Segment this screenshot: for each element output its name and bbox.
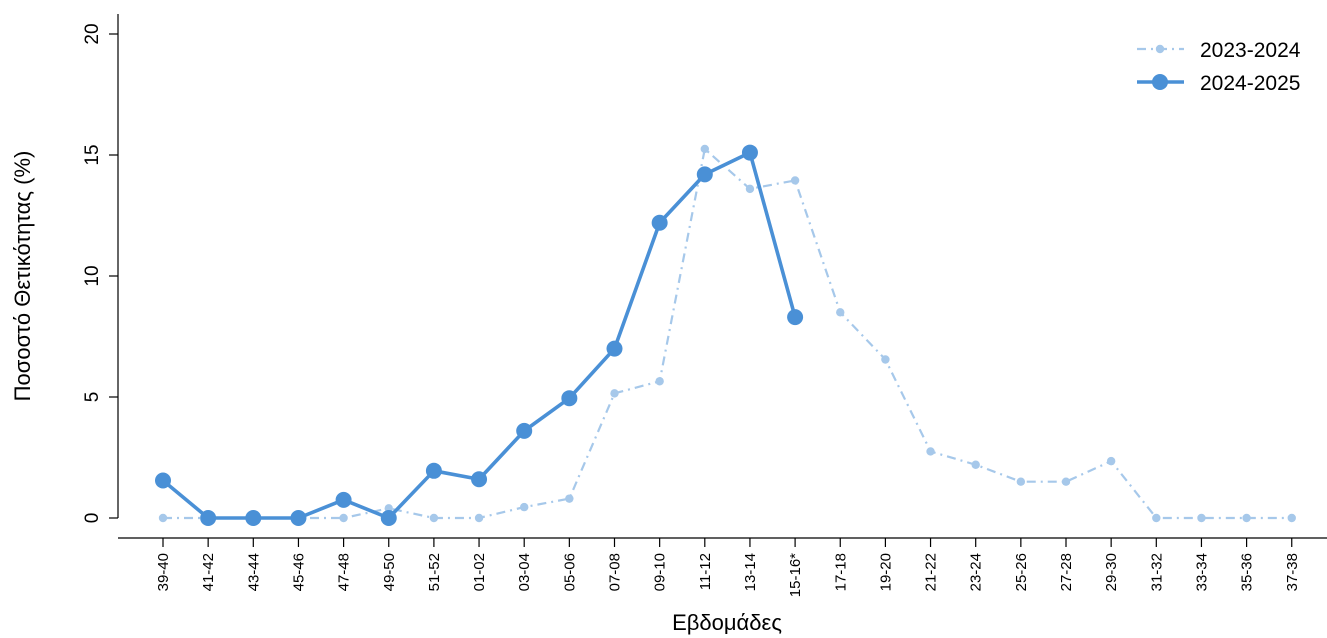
x-axis-title: Εβδομάδες bbox=[672, 610, 782, 635]
legend-marker bbox=[1155, 44, 1165, 54]
x-tick-label: 01-02 bbox=[471, 553, 488, 591]
y-tick-label: 15 bbox=[82, 144, 103, 165]
data-point bbox=[474, 513, 484, 523]
data-point bbox=[651, 214, 668, 231]
data-point bbox=[290, 510, 307, 526]
data-point bbox=[836, 308, 845, 317]
data-point bbox=[516, 422, 533, 439]
x-tick-label: 45-46 bbox=[290, 553, 307, 591]
x-tick-label: 13-14 bbox=[742, 553, 759, 591]
x-tick-label: 03-04 bbox=[516, 553, 533, 591]
x-tick-label: 43-44 bbox=[245, 553, 262, 591]
legend-marker bbox=[1152, 74, 1168, 90]
data-point bbox=[245, 510, 262, 526]
x-tick-label: 33-34 bbox=[1193, 553, 1210, 591]
x-tick-label: 25-26 bbox=[1013, 553, 1030, 591]
x-tick-label: 19-20 bbox=[877, 553, 894, 591]
series-layer bbox=[155, 144, 1296, 526]
x-tick-label: 41-42 bbox=[200, 553, 217, 591]
series-line bbox=[161, 150, 797, 520]
data-point bbox=[1106, 456, 1116, 466]
legend-item: 2023-2024 bbox=[1137, 39, 1301, 62]
data-point bbox=[565, 494, 574, 503]
y-axis: 0 5 10 15 20 bbox=[82, 14, 119, 524]
x-tick-label: 51-52 bbox=[426, 553, 443, 591]
data-point bbox=[926, 447, 935, 456]
data-point bbox=[745, 184, 755, 194]
x-tick-label: 09-10 bbox=[652, 553, 669, 591]
data-point bbox=[787, 309, 804, 326]
data-point bbox=[610, 389, 619, 398]
x-tick-label: 47-48 bbox=[336, 553, 353, 591]
data-point bbox=[1016, 477, 1026, 486]
x-tick-label: 31-32 bbox=[1148, 553, 1165, 591]
data-point bbox=[561, 390, 578, 407]
data-point bbox=[1287, 513, 1296, 523]
data-point bbox=[155, 472, 171, 489]
data-point bbox=[606, 340, 623, 357]
x-tick-label: 15-16* bbox=[787, 553, 804, 597]
series-2023-2024 bbox=[158, 144, 1296, 523]
x-tick-label: 11-12 bbox=[697, 553, 714, 590]
data-point bbox=[200, 510, 217, 526]
x-tick-label: 35-36 bbox=[1239, 553, 1256, 591]
data-point bbox=[790, 176, 800, 185]
legend-label: 2024-2025 bbox=[1200, 72, 1300, 95]
x-tick-label: 37-38 bbox=[1284, 553, 1301, 591]
legend-label: 2023-2024 bbox=[1200, 39, 1301, 62]
data-point bbox=[1197, 513, 1206, 523]
x-axis: 39-40 41-42 43-44 45-46 47-48 49-50 51-52 01-02… bbox=[118, 537, 1327, 597]
x-tick-label: 17-18 bbox=[832, 553, 849, 591]
x-tick-label: 39-40 bbox=[155, 553, 172, 591]
series-2024-2025 bbox=[155, 144, 804, 526]
data-point bbox=[425, 462, 442, 479]
x-tick-label: 07-08 bbox=[607, 553, 624, 591]
x-tick-label: 21-22 bbox=[923, 553, 940, 591]
y-tick-label: 10 bbox=[82, 265, 103, 286]
y-tick-label: 5 bbox=[82, 392, 103, 403]
data-point bbox=[471, 471, 488, 488]
x-tick-label: 05-06 bbox=[561, 553, 578, 591]
y-tick-label: 20 bbox=[82, 23, 103, 44]
data-point bbox=[380, 510, 397, 526]
data-point bbox=[700, 144, 709, 154]
y-axis-title: Ποσοστό Θετικότητας (%) bbox=[10, 151, 35, 402]
x-tick-label: 27-28 bbox=[1058, 553, 1075, 591]
data-point bbox=[881, 355, 890, 364]
x-tick-label: 29-30 bbox=[1103, 553, 1120, 591]
data-point bbox=[158, 513, 168, 523]
legend: 2023-2024 2024-2025 bbox=[1137, 39, 1301, 95]
data-point bbox=[339, 513, 348, 523]
y-tick-label: 0 bbox=[82, 513, 103, 524]
data-point bbox=[520, 502, 529, 512]
data-point bbox=[1061, 477, 1071, 486]
data-point bbox=[696, 166, 713, 183]
data-point bbox=[655, 377, 664, 386]
series-line bbox=[163, 147, 1292, 520]
data-point bbox=[1152, 513, 1161, 523]
data-point bbox=[429, 513, 439, 523]
x-tick-label: 49-50 bbox=[381, 553, 398, 591]
data-point bbox=[971, 460, 980, 469]
legend-item: 2024-2025 bbox=[1137, 72, 1300, 95]
data-point bbox=[741, 144, 758, 161]
data-point bbox=[335, 491, 352, 508]
x-tick-label: 23-24 bbox=[968, 553, 985, 591]
data-point bbox=[1242, 513, 1251, 523]
